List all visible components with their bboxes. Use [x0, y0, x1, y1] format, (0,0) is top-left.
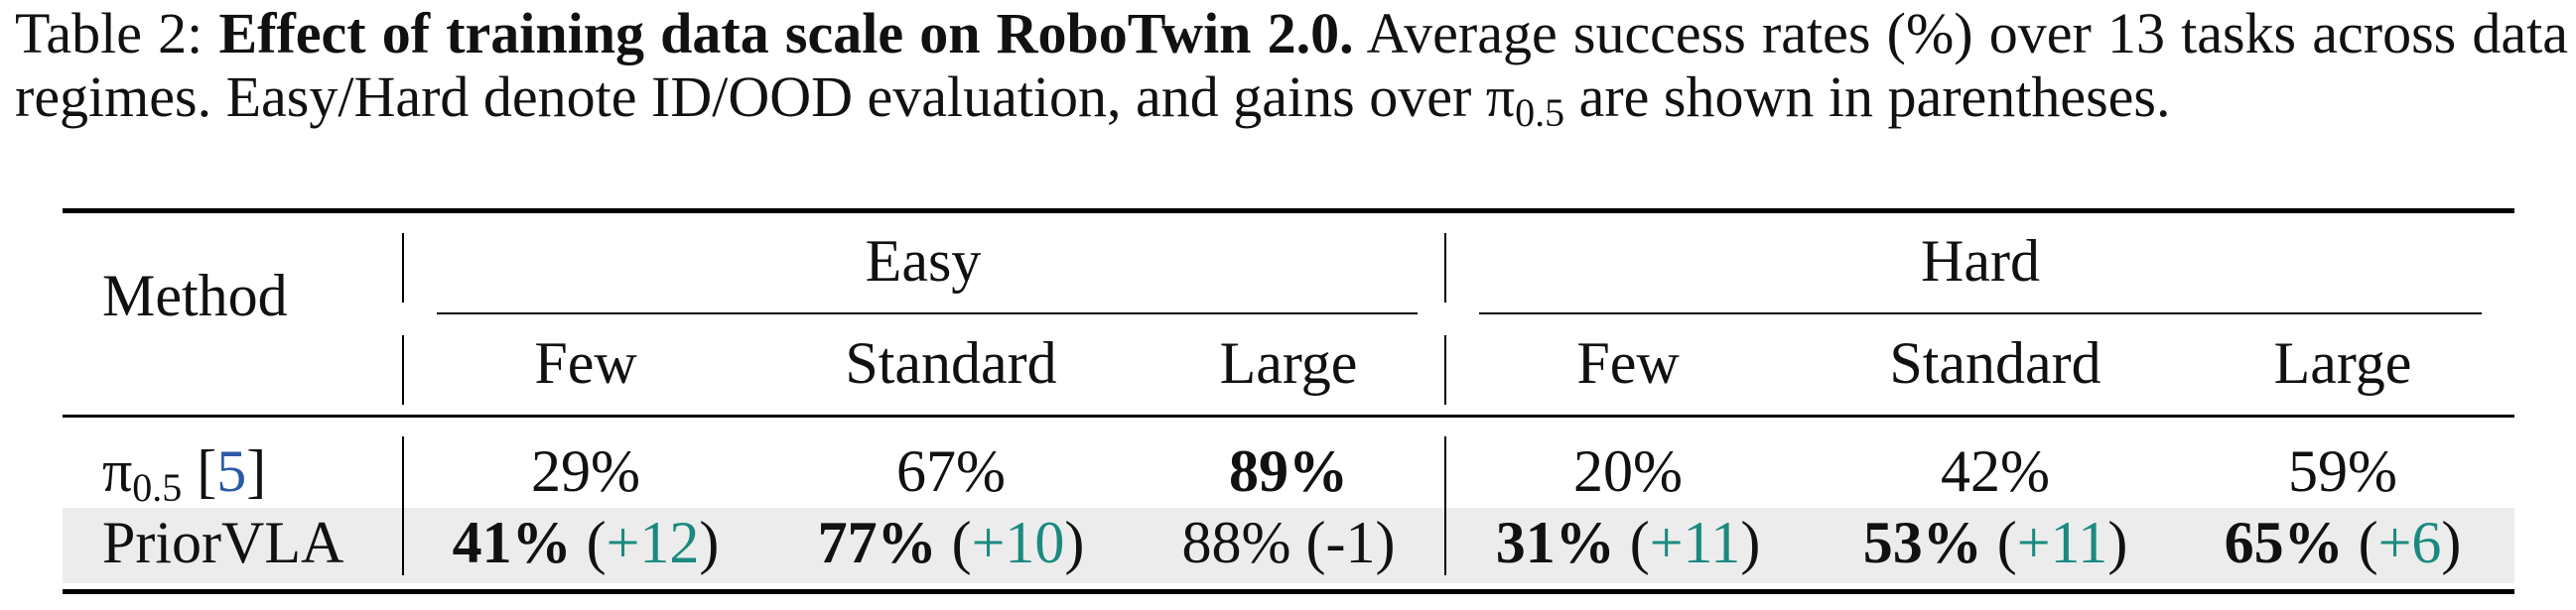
gain-close: )	[2441, 510, 2462, 575]
vertical-divider	[1444, 335, 1446, 405]
group-header-easy: Easy	[865, 228, 982, 294]
subheader-hard-few: Few	[1576, 330, 1680, 396]
gain-open: (	[586, 510, 607, 575]
gain-close: )	[1740, 510, 1761, 575]
cell-value: 88%	[1181, 510, 1291, 575]
gain-value: +6	[2377, 510, 2442, 575]
easy-cmidrule	[437, 312, 1418, 314]
priorvla-hard-standard: 53% (+11)	[1863, 508, 2128, 577]
vertical-divider	[402, 335, 404, 405]
priorvla-easy-few: 41% (+12)	[453, 508, 720, 577]
cell-value: 53%	[1862, 510, 1982, 575]
gain-open: (	[1996, 510, 2017, 575]
priorvla-hard-large: 65% (+6)	[2225, 508, 2462, 577]
citation-open: [	[197, 438, 217, 504]
gain-close: )	[699, 510, 720, 575]
group-header-hard: Hard	[1921, 228, 2040, 294]
gain-value: (-1)	[1305, 510, 1396, 575]
cell-value: 77%	[817, 510, 937, 575]
gain-open: (	[2358, 510, 2378, 575]
priorvla-easy-large: 88% (-1)	[1182, 508, 1396, 577]
gain-open: (	[1629, 510, 1650, 575]
hard-cmidrule	[1479, 312, 2482, 314]
citation-link[interactable]: 5	[216, 438, 247, 504]
highlight-row-background	[63, 508, 2514, 583]
subheader-easy-standard: Standard	[845, 330, 1057, 396]
method-header: Method	[102, 263, 288, 328]
pi05-easy-few: 29%	[531, 438, 640, 504]
method-priorvla: PriorVLA	[102, 510, 344, 575]
caption-title: Effect of training data scale on RoboTwi…	[218, 1, 1354, 65]
row-pi-symbol: π	[102, 438, 133, 504]
row-pi-subscript: 0.5	[132, 465, 183, 510]
subheader-easy-few: Few	[534, 330, 637, 396]
pi05-easy-standard: 67%	[896, 438, 1006, 504]
priorvla-hard-few: 31% (+11)	[1496, 508, 1761, 577]
pi05-hard-large: 59%	[2288, 438, 2397, 504]
pi05-hard-standard: 42%	[1941, 438, 2050, 504]
cell-value: 41%	[452, 510, 572, 575]
bottom-rule	[63, 589, 2514, 594]
vertical-divider	[402, 436, 404, 575]
subheader-hard-standard: Standard	[1889, 330, 2101, 396]
mid-rule	[63, 415, 2514, 418]
subheader-easy-large: Large	[1219, 330, 1358, 396]
gain-close: )	[1064, 510, 1085, 575]
table-caption: Table 2: Effect of training data scale o…	[15, 1, 2568, 133]
method-pi05: π0.5 [5]	[102, 436, 267, 508]
gain-close: )	[2107, 510, 2128, 575]
vertical-divider	[1444, 233, 1446, 303]
gain-open: (	[951, 510, 972, 575]
caption-label: Table 2:	[15, 1, 203, 65]
gain-value: +11	[1649, 510, 1741, 575]
cell-value: 31%	[1495, 510, 1615, 575]
gain-value: +12	[606, 510, 700, 575]
top-rule	[63, 208, 2514, 213]
gain-value: +11	[2016, 510, 2108, 575]
priorvla-easy-standard: 77% (+10)	[818, 508, 1085, 577]
pi05-easy-large: 89%	[1229, 438, 1348, 504]
caption-text-end: are shown in parentheses.	[1564, 64, 2171, 129]
pi-symbol: π	[1485, 64, 1516, 129]
gain-value: +10	[971, 510, 1065, 575]
pi-subscript: 0.5	[1515, 90, 1565, 135]
citation-close: ]	[246, 438, 267, 504]
vertical-divider	[402, 233, 404, 303]
caption-text: Average success rates (%) over 13 tasks …	[15, 1, 2568, 129]
pi05-hard-few: 20%	[1573, 438, 1683, 504]
subheader-hard-large: Large	[2273, 330, 2412, 396]
cell-value: 65%	[2224, 510, 2344, 575]
vertical-divider	[1444, 436, 1446, 575]
